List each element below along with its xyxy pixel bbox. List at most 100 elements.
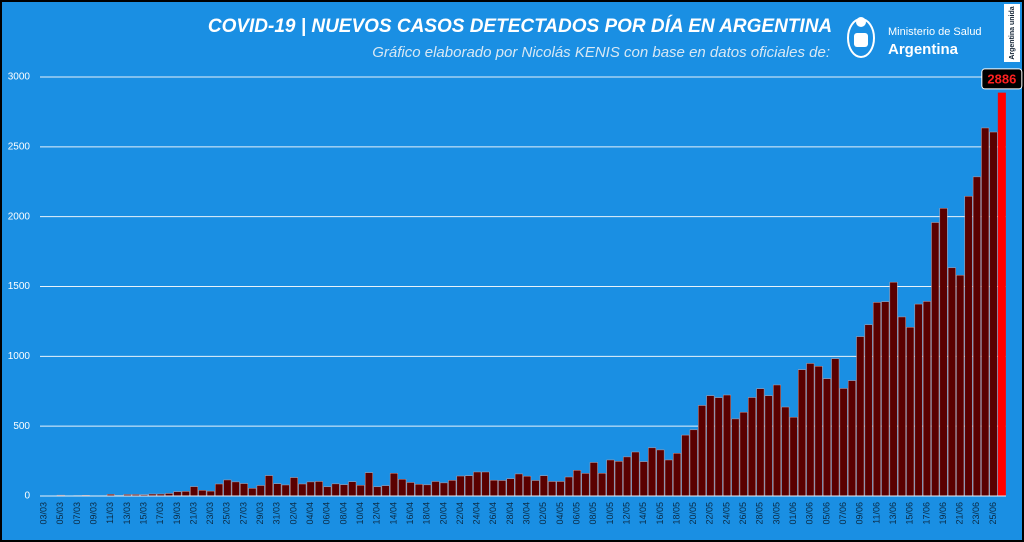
x-tick-label: 24/04 xyxy=(472,502,482,525)
x-tick-label: 07/03 xyxy=(72,502,82,525)
bar xyxy=(373,486,382,497)
x-tick-label: 15/03 xyxy=(138,502,148,525)
bar xyxy=(906,327,915,497)
bar xyxy=(398,478,407,497)
bar xyxy=(864,324,873,497)
x-tick-label: 12/04 xyxy=(372,502,382,525)
x-tick-label: 05/06 xyxy=(821,502,831,525)
bar xyxy=(548,481,557,497)
bar xyxy=(881,301,890,497)
x-tick-label: 17/03 xyxy=(155,502,165,525)
value-label-box xyxy=(981,68,1023,90)
bar xyxy=(473,471,482,497)
x-tick-label: 18/05 xyxy=(671,502,681,525)
bar xyxy=(714,397,723,497)
bar xyxy=(190,486,199,497)
y-tick-label: 500 xyxy=(13,421,30,432)
bar xyxy=(306,481,315,497)
x-tick-label: 25/06 xyxy=(988,502,998,525)
bar xyxy=(256,485,265,497)
x-tick-label: 02/04 xyxy=(288,502,298,525)
bar xyxy=(972,176,981,497)
x-tick-label: 21/03 xyxy=(188,502,198,525)
bar xyxy=(606,459,615,497)
x-tick-label: 15/06 xyxy=(905,502,915,525)
x-tick-label: 08/05 xyxy=(588,502,598,525)
bar xyxy=(947,267,956,497)
bar xyxy=(631,451,640,497)
x-tick-label: 07/06 xyxy=(838,502,848,525)
x-tick-label: 27/03 xyxy=(238,502,248,525)
bar xyxy=(689,429,698,497)
x-tick-label: 25/03 xyxy=(222,502,232,525)
x-tick-label: 11/03 xyxy=(105,502,115,524)
bar xyxy=(323,486,332,497)
bar xyxy=(764,395,773,497)
x-tick-label: 22/04 xyxy=(455,502,465,525)
x-tick-label: 28/04 xyxy=(505,502,515,525)
y-tick-label: 1000 xyxy=(8,351,31,362)
y-tick-label: 1500 xyxy=(8,281,31,292)
bar xyxy=(748,397,757,497)
bar xyxy=(639,461,648,497)
x-tick-label: 26/05 xyxy=(738,502,748,525)
x-tick-label: 22/05 xyxy=(705,502,715,525)
bar xyxy=(847,380,856,497)
bar xyxy=(265,475,274,497)
bar xyxy=(589,462,598,497)
bar xyxy=(298,483,307,497)
bar xyxy=(797,369,806,497)
logo-ministry: Ministerio de Salud xyxy=(888,26,982,38)
bar xyxy=(506,478,515,497)
bar xyxy=(181,491,190,497)
bar xyxy=(273,483,282,497)
bar xyxy=(706,395,715,497)
x-tick-label: 14/05 xyxy=(638,502,648,525)
bar xyxy=(281,484,290,497)
bar xyxy=(656,449,665,497)
bar xyxy=(964,196,973,497)
bar xyxy=(556,481,565,497)
x-tick-label: 05/03 xyxy=(55,502,65,525)
x-tick-label: 31/03 xyxy=(272,502,282,525)
bar xyxy=(731,418,740,497)
x-tick-label: 12/05 xyxy=(621,502,631,525)
bar xyxy=(789,416,798,497)
bar xyxy=(414,484,423,497)
x-tick-label: 04/05 xyxy=(555,502,565,525)
x-tick-label: 26/04 xyxy=(488,502,498,525)
bar xyxy=(339,484,348,497)
bar xyxy=(206,490,215,497)
bar xyxy=(456,475,465,497)
bar xyxy=(889,281,898,497)
bar xyxy=(673,453,682,497)
bar xyxy=(223,479,232,497)
x-tick-label: 10/05 xyxy=(605,502,615,525)
x-tick-label: 04/04 xyxy=(305,502,315,525)
bar xyxy=(939,208,948,497)
bar xyxy=(564,476,573,497)
y-tick-label: 2000 xyxy=(8,211,31,222)
bar xyxy=(922,301,931,497)
bar xyxy=(598,472,607,497)
bar xyxy=(931,222,940,497)
bar xyxy=(356,484,365,497)
bar xyxy=(231,481,240,497)
x-tick-label: 23/03 xyxy=(205,502,215,525)
x-tick-label: 10/04 xyxy=(355,502,365,525)
bar xyxy=(289,477,298,497)
y-tick-label: 2500 xyxy=(8,141,31,152)
x-tick-label: 18/04 xyxy=(422,502,432,525)
bar xyxy=(381,485,390,497)
bar xyxy=(806,363,815,497)
bar xyxy=(723,394,732,497)
bar xyxy=(364,472,373,497)
value-label: 2886 xyxy=(987,71,1016,86)
x-tick-label: 16/04 xyxy=(405,502,415,525)
x-tick-label: 19/03 xyxy=(172,502,182,525)
x-tick-label: 21/06 xyxy=(955,502,965,525)
bar xyxy=(348,481,357,497)
bar xyxy=(248,488,257,497)
bar xyxy=(623,456,632,497)
